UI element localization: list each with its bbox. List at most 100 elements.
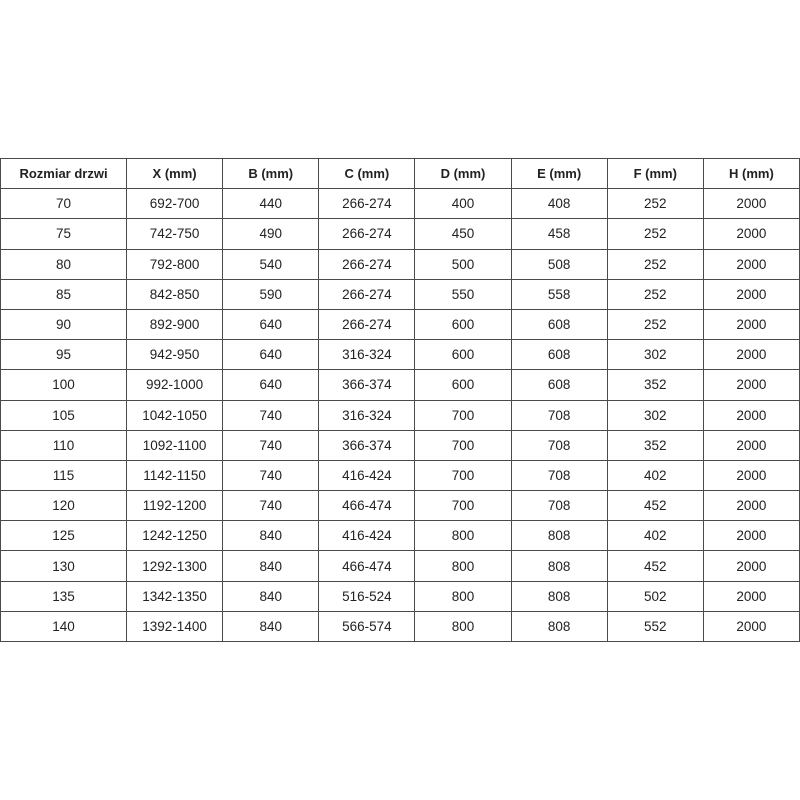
table-cell: 130	[0, 550, 127, 582]
table-cell: 500	[414, 248, 512, 280]
table-cell: 450	[414, 218, 512, 250]
table-cell: 316-324	[318, 339, 416, 371]
table-cell: 892-900	[125, 308, 224, 341]
table-cell: 266-274	[318, 188, 416, 220]
table-cell: 600	[414, 369, 512, 401]
table-cell: 600	[414, 308, 512, 341]
table-cell: 516-524	[318, 580, 416, 612]
table-cell: 1092-1100	[125, 429, 224, 461]
table-cell: 1292-1300	[125, 550, 224, 582]
table-cell: 800	[414, 610, 512, 643]
table-cell: 740	[222, 429, 320, 461]
table-cell: 792-800	[125, 248, 224, 280]
table-cell: 708	[510, 429, 608, 461]
table-cell: 135	[0, 580, 127, 612]
table-cell: 85	[0, 278, 127, 310]
table-cell: 408	[510, 188, 608, 220]
table-cell: 252	[606, 278, 704, 310]
table-cell: 416-424	[318, 459, 416, 492]
table-cell: 2000	[702, 520, 800, 552]
table-cell: 2000	[702, 399, 800, 431]
table-cell: 552	[606, 610, 704, 643]
table-cell: 2000	[702, 248, 800, 280]
table-cell: 840	[222, 610, 320, 643]
table-cell: 608	[510, 308, 608, 341]
table-cell: 740	[222, 399, 320, 431]
table-cell: 640	[222, 308, 320, 341]
table-cell: 558	[510, 278, 608, 310]
table-cell: 400	[414, 188, 512, 220]
table-cell: 566-574	[318, 610, 416, 643]
table-cell: 708	[510, 490, 608, 522]
table-row: 110 1092-1100 740 366-374 700 708 352 2000	[0, 429, 800, 461]
table-cell: 252	[606, 218, 704, 250]
table-cell: 808	[510, 550, 608, 582]
table-cell: 120	[0, 490, 127, 522]
table-cell: 700	[414, 459, 512, 492]
table-cell: 90	[0, 308, 127, 341]
table-cell: 266-274	[318, 278, 416, 310]
table-cell: 842-850	[125, 278, 224, 310]
table-row: 80 792-800 540 266-274 500 508 252 2000	[0, 248, 800, 280]
table-cell: 2000	[702, 459, 800, 492]
door-size-table: Rozmiar drzwi X (mm) B (mm) C (mm) D (mm) E (…	[0, 157, 800, 643]
table-row: 115 1142-1150 740 416-424 700 708 402 2000	[0, 459, 800, 492]
table-cell: 1192-1200	[125, 490, 224, 522]
table-cell: 302	[606, 339, 704, 371]
column-header: B (mm)	[222, 157, 320, 190]
table-cell: 808	[510, 520, 608, 552]
table-row: 140 1392-1400 840 566-574 800 808 552 2000	[0, 610, 800, 643]
table-cell: 95	[0, 339, 127, 371]
table-cell: 366-374	[318, 369, 416, 401]
table-cell: 508	[510, 248, 608, 280]
table-cell: 80	[0, 248, 127, 280]
table-cell: 942-950	[125, 339, 224, 371]
table-cell: 590	[222, 278, 320, 310]
table-cell: 452	[606, 550, 704, 582]
table-row: 120 1192-1200 740 466-474 700 708 452 2000	[0, 490, 800, 522]
table-cell: 550	[414, 278, 512, 310]
table-cell: 1042-1050	[125, 399, 224, 431]
table-cell: 640	[222, 369, 320, 401]
table-cell: 466-474	[318, 550, 416, 582]
table-cell: 808	[510, 580, 608, 612]
table-cell: 2000	[702, 550, 800, 582]
table-cell: 640	[222, 339, 320, 371]
table-cell: 352	[606, 429, 704, 461]
table-cell: 2000	[702, 218, 800, 250]
table-cell: 800	[414, 580, 512, 612]
table-cell: 800	[414, 520, 512, 552]
table-cell: 140	[0, 610, 127, 643]
table-cell: 252	[606, 188, 704, 220]
table-cell: 252	[606, 308, 704, 341]
table-cell: 2000	[702, 369, 800, 401]
table-cell: 1342-1350	[125, 580, 224, 612]
column-header: Rozmiar drzwi	[0, 157, 127, 190]
table-cell: 2000	[702, 580, 800, 612]
table-row: 85 842-850 590 266-274 550 558 252 2000	[0, 278, 800, 310]
table-cell: 600	[414, 339, 512, 371]
table-row: 130 1292-1300 840 466-474 800 808 452 2000	[0, 550, 800, 582]
table-row: 135 1342-1350 840 516-524 800 808 502 2000	[0, 580, 800, 612]
header-row: Rozmiar drzwi X (mm) B (mm) C (mm) D (mm) E (…	[0, 157, 800, 190]
table-row: 100 992-1000 640 366-374 600 608 352 2000	[0, 369, 800, 401]
table-cell: 502	[606, 580, 704, 612]
table-cell: 466-474	[318, 490, 416, 522]
table-cell: 458	[510, 218, 608, 250]
table-cell: 2000	[702, 429, 800, 461]
table-cell: 402	[606, 459, 704, 492]
table-cell: 316-324	[318, 399, 416, 431]
table-cell: 692-700	[125, 188, 224, 220]
table-cell: 708	[510, 459, 608, 492]
table-cell: 266-274	[318, 308, 416, 341]
table-cell: 840	[222, 520, 320, 552]
table-cell: 490	[222, 218, 320, 250]
table-cell: 75	[0, 218, 127, 250]
table-cell: 440	[222, 188, 320, 220]
column-header: E (mm)	[510, 157, 608, 190]
table-cell: 740	[222, 490, 320, 522]
table-cell: 110	[0, 429, 127, 461]
table-cell: 2000	[702, 610, 800, 643]
table-cell: 266-274	[318, 218, 416, 250]
table-cell: 708	[510, 399, 608, 431]
